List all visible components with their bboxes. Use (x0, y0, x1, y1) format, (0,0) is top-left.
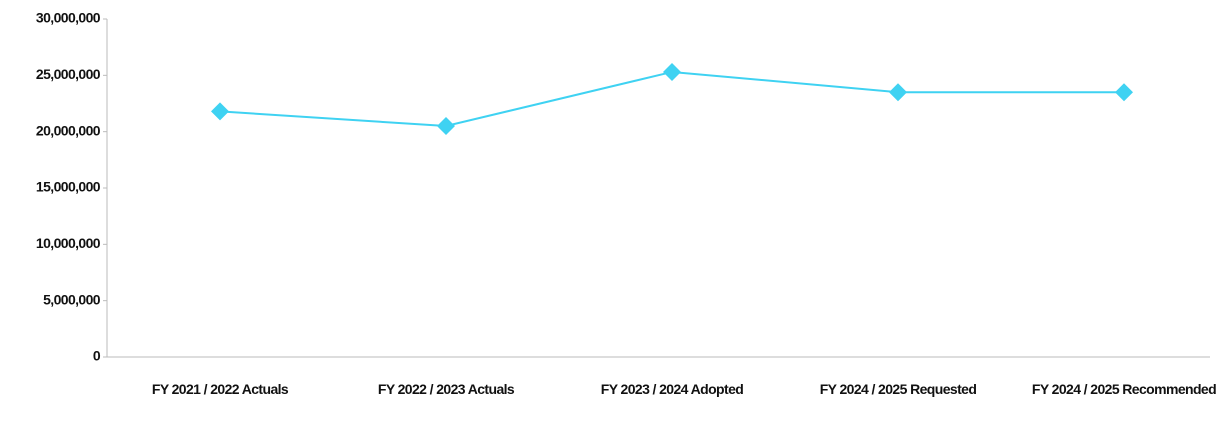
y-tick-label: 25,000,000 (36, 66, 101, 82)
point-marker (211, 102, 229, 121)
point-marker (1115, 83, 1133, 102)
x-tick-label: FY 2021 / 2022 Actuals (151, 381, 289, 397)
y-tick-label: 30,000,000 (36, 10, 101, 26)
y-tick-label: 0 (93, 348, 101, 364)
y-tick-label: 20,000,000 (36, 122, 101, 138)
x-tick-label: FY 2024 / 2025 Requested (819, 381, 977, 397)
y-tick-label: 5,000,000 (43, 291, 101, 307)
x-tick-label: FY 2023 / 2024 Adopted (600, 381, 744, 397)
y-tick-label: 15,000,000 (36, 179, 101, 195)
point-marker (663, 62, 681, 81)
x-tick-label: FY 2024 / 2025 Recommended (1031, 381, 1217, 397)
point-marker (437, 117, 455, 136)
point-marker (889, 83, 907, 102)
x-tick-label: FY 2022 / 2023 Actuals (377, 381, 515, 397)
y-tick-label: 10,000,000 (36, 235, 101, 251)
